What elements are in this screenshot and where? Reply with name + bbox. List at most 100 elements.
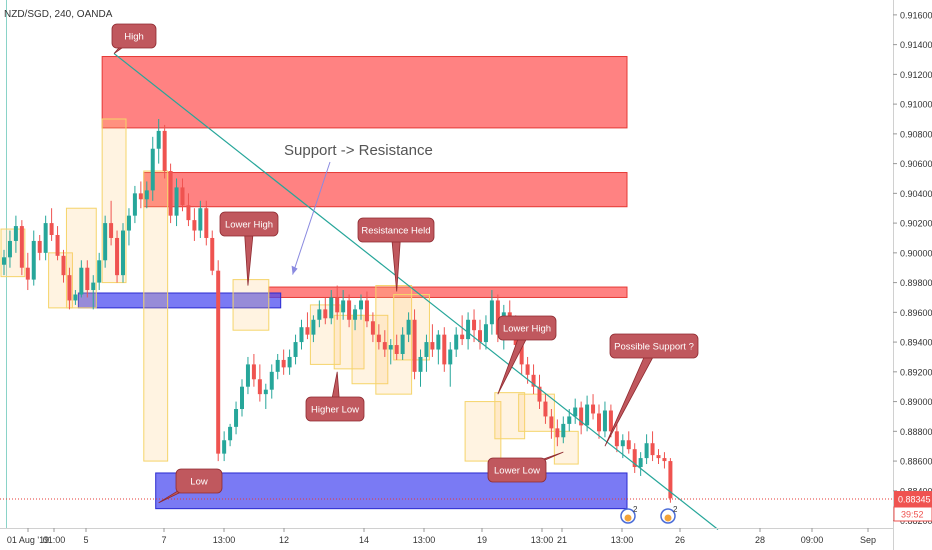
candle-body bbox=[597, 413, 601, 432]
candle-body bbox=[662, 458, 667, 462]
candle-body bbox=[299, 327, 304, 343]
candle-body bbox=[525, 364, 530, 375]
time-tick-label: 21 bbox=[557, 535, 567, 545]
last-price-badge bbox=[894, 490, 932, 507]
candle-body bbox=[115, 237, 120, 276]
candle-body bbox=[73, 294, 78, 301]
time-tick-label: 01 Aug '19 bbox=[7, 535, 49, 545]
time-tick-label: 13:00 bbox=[413, 535, 436, 545]
event-marker-dot bbox=[624, 514, 632, 522]
time-tick-label: 28 bbox=[755, 535, 765, 545]
candle-body bbox=[555, 428, 560, 438]
candle-body bbox=[436, 334, 441, 350]
callout-label: Lower Low bbox=[494, 466, 540, 477]
candle-body bbox=[281, 359, 286, 368]
callout-box bbox=[357, 217, 435, 243]
time-tick-label: 13:00 bbox=[213, 535, 236, 545]
arrow-head bbox=[291, 265, 298, 275]
candle-body bbox=[353, 309, 358, 320]
candle-body bbox=[97, 260, 102, 283]
candle-body bbox=[483, 324, 488, 343]
callout-box bbox=[487, 457, 547, 483]
highlight-box bbox=[101, 118, 127, 284]
candle-body bbox=[192, 220, 197, 231]
support-resistance-label: Support -> Resistance bbox=[284, 142, 433, 159]
candle-body bbox=[91, 282, 96, 291]
highlight-box bbox=[553, 430, 579, 465]
candle-body bbox=[186, 205, 191, 221]
callout-label: Resistance Held bbox=[361, 226, 430, 237]
candle-body bbox=[311, 319, 316, 335]
candle-body bbox=[13, 226, 18, 241]
callout-box bbox=[111, 23, 157, 49]
candle-body bbox=[49, 223, 54, 235]
candle-body bbox=[626, 440, 631, 450]
price-tick-label: 0.88600 bbox=[900, 457, 932, 467]
candle-body bbox=[168, 171, 173, 216]
event-marker-count: 2 bbox=[673, 505, 678, 514]
candle-body bbox=[174, 187, 179, 216]
price-tick-label: 0.89400 bbox=[900, 338, 932, 348]
last-price-value: 0.88345 bbox=[898, 494, 931, 504]
time-tick-label: 14 bbox=[359, 535, 369, 545]
candle-body bbox=[150, 148, 155, 191]
price-tick-label: 0.90000 bbox=[900, 248, 932, 258]
candle-body bbox=[335, 297, 340, 313]
time-tick-label: 5 bbox=[83, 535, 88, 545]
candle-body bbox=[234, 409, 239, 427]
candle-body bbox=[19, 226, 24, 268]
support-zone bbox=[155, 472, 628, 510]
price-axis[interactable]: 0.91600 0.91400 0.91200 0.91000 0.90800 0.906… bbox=[893, 0, 932, 550]
candles-layer bbox=[2, 118, 673, 503]
candle-body bbox=[567, 416, 572, 424]
candle-body bbox=[602, 410, 607, 432]
candle-body bbox=[549, 416, 554, 429]
candle-body bbox=[668, 461, 673, 499]
candle-body bbox=[121, 230, 125, 276]
candle-body bbox=[287, 356, 292, 368]
price-tick-label: 0.90400 bbox=[900, 189, 932, 199]
candle-body bbox=[25, 267, 30, 280]
time-tick-label: 7 bbox=[161, 535, 166, 545]
time-tick-label: 01:00 bbox=[43, 535, 66, 545]
candle-body bbox=[317, 309, 322, 320]
price-axis-background bbox=[893, 0, 932, 550]
resistance-zone bbox=[268, 286, 628, 298]
candle-body bbox=[216, 270, 221, 454]
candle-body bbox=[364, 300, 369, 322]
time-tick-label: 26 bbox=[675, 535, 685, 545]
candle-body bbox=[608, 410, 613, 432]
price-tick-label: 0.89600 bbox=[900, 308, 932, 318]
candle-body bbox=[144, 190, 149, 200]
candle-body bbox=[222, 440, 227, 454]
candle-body bbox=[204, 208, 209, 238]
candle-body bbox=[341, 300, 346, 313]
callout-box bbox=[497, 315, 557, 341]
callout-label: Possible Support ? bbox=[614, 342, 694, 353]
candle-body bbox=[162, 130, 167, 172]
price-tick-label: 0.91400 bbox=[900, 40, 932, 50]
candle-body bbox=[394, 345, 399, 354]
price-tick-label: 0.89000 bbox=[900, 397, 932, 407]
price-tick-label: 0.90200 bbox=[900, 219, 932, 229]
candle-body bbox=[240, 386, 244, 410]
candle-body bbox=[585, 404, 590, 426]
candle-body bbox=[329, 297, 334, 319]
callout-box bbox=[175, 468, 223, 494]
candle-body bbox=[620, 440, 625, 447]
highlight-box bbox=[393, 293, 430, 361]
candle-body bbox=[382, 342, 387, 350]
countdown-value: 39:52 bbox=[901, 509, 924, 519]
candle-body bbox=[370, 321, 375, 335]
candle-body bbox=[424, 342, 429, 357]
candle-body bbox=[412, 319, 417, 372]
candle-body bbox=[454, 334, 459, 350]
zones-layer bbox=[77, 56, 628, 510]
candle-body bbox=[537, 386, 542, 402]
candle-body bbox=[198, 208, 203, 231]
resistance-zone bbox=[101, 56, 628, 129]
candle-body bbox=[614, 431, 619, 447]
candle-body bbox=[442, 334, 447, 365]
